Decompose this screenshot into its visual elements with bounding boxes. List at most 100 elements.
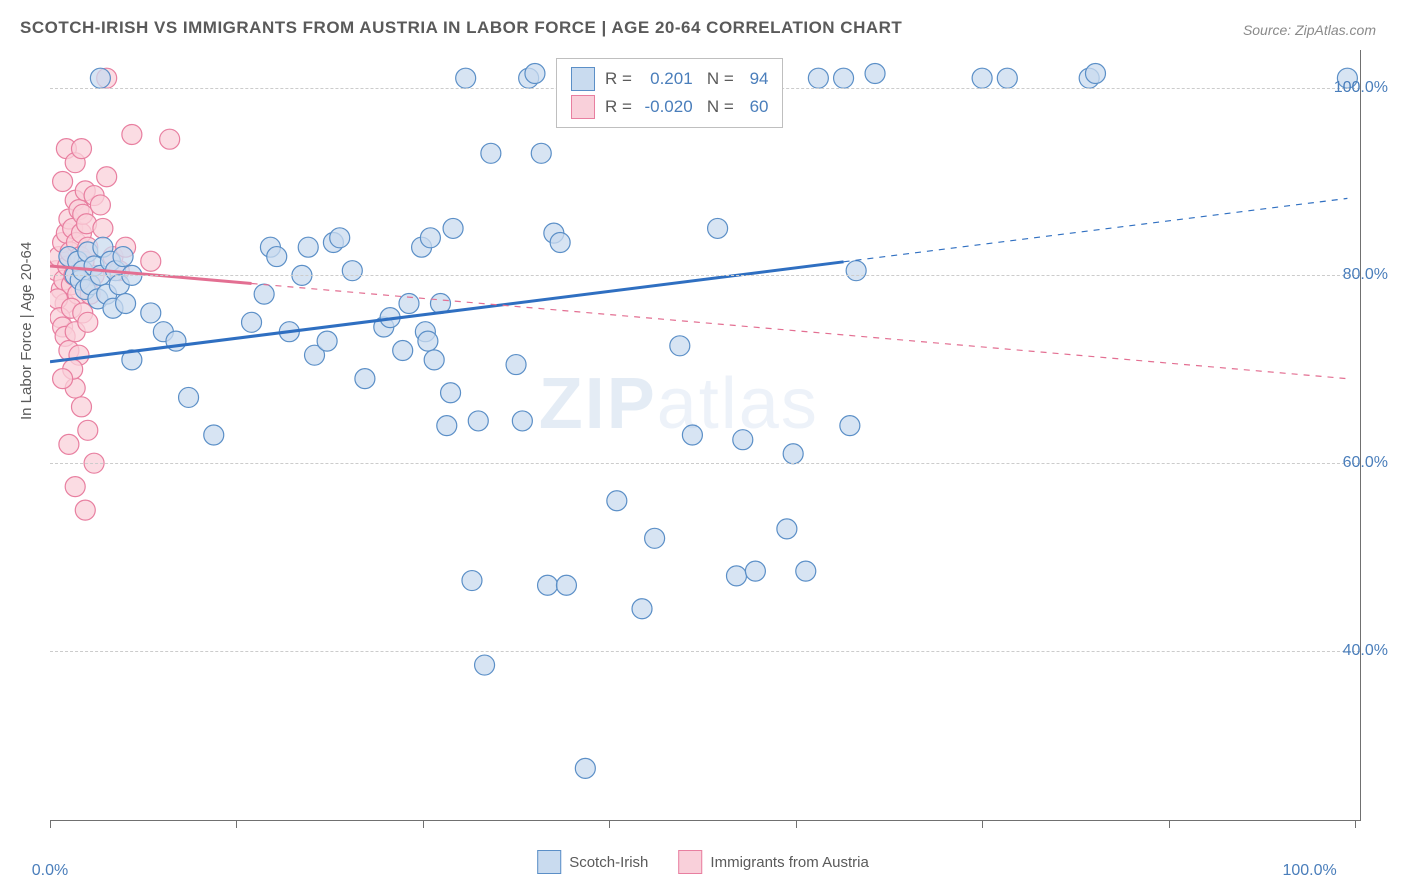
data-point (179, 387, 199, 407)
data-point (342, 261, 362, 281)
legend-item: Scotch-Irish (537, 850, 648, 874)
x-tick (1355, 820, 1356, 828)
data-point (298, 237, 318, 257)
legend-label: Scotch-Irish (569, 854, 648, 871)
source-attribution: Source: ZipAtlas.com (1243, 22, 1376, 38)
data-point (160, 129, 180, 149)
data-point (116, 294, 136, 314)
data-point (783, 444, 803, 464)
legend-swatch-icon (571, 95, 595, 119)
x-tick (423, 820, 424, 828)
x-tick (796, 820, 797, 828)
gridline-horizontal (50, 275, 1360, 276)
data-point (645, 528, 665, 548)
plot-area: ZIPatlas (50, 50, 1361, 821)
data-point (475, 655, 495, 675)
stats-row: R = -0.020 N = 60 (571, 93, 768, 121)
data-point (512, 411, 532, 431)
x-tick-label-right: 100.0% (1282, 862, 1336, 880)
legend-label: Immigrants from Austria (710, 854, 868, 871)
data-point (113, 247, 133, 267)
y-tick-label: 100.0% (1334, 79, 1388, 97)
data-point (525, 63, 545, 83)
data-point (141, 303, 161, 323)
data-point (682, 425, 702, 445)
gridline-horizontal (50, 463, 1360, 464)
data-point (456, 68, 476, 88)
stats-legend-box: R = 0.201 N = 94 R = -0.020 N = 60 (556, 58, 783, 128)
data-point (441, 383, 461, 403)
data-point (745, 561, 765, 581)
x-tick (50, 820, 51, 828)
data-point (355, 369, 375, 389)
data-point (267, 247, 287, 267)
data-point (90, 68, 110, 88)
data-point (726, 566, 746, 586)
data-point (777, 519, 797, 539)
data-point (65, 477, 85, 497)
data-point (865, 63, 885, 83)
y-tick-label: 60.0% (1343, 454, 1388, 472)
data-point (53, 171, 73, 191)
data-point (575, 758, 595, 778)
data-point (437, 416, 457, 436)
chart-svg (50, 50, 1360, 820)
data-point (71, 139, 91, 159)
legend-swatch-icon (678, 850, 702, 874)
data-point (462, 571, 482, 591)
stats-row: R = 0.201 N = 94 (571, 65, 768, 93)
data-point (420, 228, 440, 248)
data-point (93, 218, 113, 238)
data-point (550, 233, 570, 253)
legend-bottom: Scotch-Irish Immigrants from Austria (537, 850, 869, 874)
trend-line-dashed (844, 198, 1348, 261)
y-axis-label: In Labor Force | Age 20-64 (18, 242, 35, 420)
data-point (78, 420, 98, 440)
data-point (254, 284, 274, 304)
data-point (846, 261, 866, 281)
legend-item: Immigrants from Austria (678, 850, 868, 874)
data-point (330, 228, 350, 248)
data-point (468, 411, 488, 431)
chart-title: SCOTCH-IRISH VS IMMIGRANTS FROM AUSTRIA … (20, 18, 902, 38)
legend-swatch-icon (571, 67, 595, 91)
gridline-horizontal (50, 651, 1360, 652)
data-point (481, 143, 501, 163)
data-point (632, 599, 652, 619)
x-tick (1169, 820, 1170, 828)
data-point (997, 68, 1017, 88)
data-point (399, 294, 419, 314)
data-point (733, 430, 753, 450)
data-point (443, 218, 463, 238)
data-point (242, 312, 262, 332)
data-point (972, 68, 992, 88)
data-point (607, 491, 627, 511)
y-tick-label: 80.0% (1343, 266, 1388, 284)
data-point (122, 125, 142, 145)
data-point (75, 500, 95, 520)
data-point (506, 355, 526, 375)
data-point (204, 425, 224, 445)
data-point (78, 312, 98, 332)
data-point (531, 143, 551, 163)
data-point (71, 397, 91, 417)
data-point (808, 68, 828, 88)
data-point (840, 416, 860, 436)
legend-swatch-icon (537, 850, 561, 874)
data-point (1085, 63, 1105, 83)
stats-text: R = -0.020 N = 60 (605, 97, 768, 117)
data-point (796, 561, 816, 581)
data-point (556, 575, 576, 595)
data-point (538, 575, 558, 595)
data-point (834, 68, 854, 88)
x-tick-label-left: 0.0% (32, 862, 68, 880)
data-point (90, 195, 110, 215)
data-point (317, 331, 337, 351)
data-point (97, 167, 117, 187)
data-point (418, 331, 438, 351)
data-point (53, 369, 73, 389)
stats-text: R = 0.201 N = 94 (605, 69, 768, 89)
x-tick (609, 820, 610, 828)
data-point (708, 218, 728, 238)
data-point (424, 350, 444, 370)
